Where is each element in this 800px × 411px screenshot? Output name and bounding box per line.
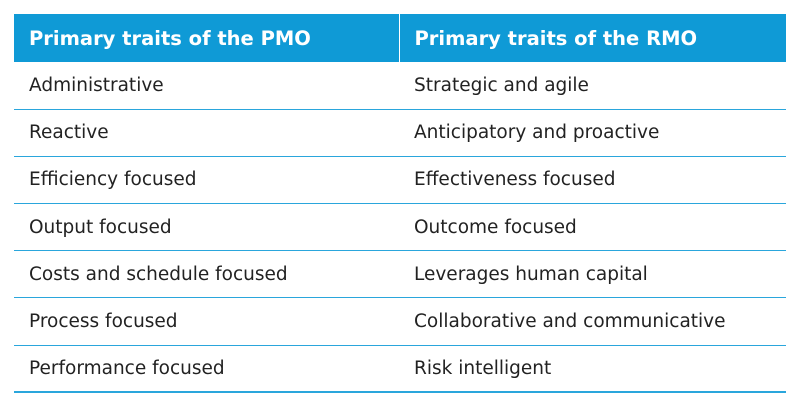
pmo-trait-cell: Costs and schedule focused <box>14 250 399 299</box>
table-row: Costs and schedule focused Leverages hum… <box>14 250 786 299</box>
table-row: Output focused Outcome focused <box>14 203 786 252</box>
rmo-trait-cell: Effectiveness focused <box>399 156 786 205</box>
header-pmo: Primary traits of the PMO <box>14 14 399 62</box>
table-row: Efficiency focused Effectiveness focused <box>14 156 786 205</box>
table-row: Process focused Collaborative and commun… <box>14 297 786 346</box>
rmo-trait-cell: Outcome focused <box>399 203 786 252</box>
rmo-trait-cell: Strategic and agile <box>399 62 786 110</box>
table-row: Performance focused Risk intelligent <box>14 345 786 394</box>
table-row: Administrative Strategic and agile <box>14 62 786 110</box>
rmo-trait-cell: Leverages human capital <box>399 250 786 299</box>
header-row: Primary traits of the PMO Primary traits… <box>14 14 786 62</box>
pmo-rmo-comparison-table: Primary traits of the PMO Primary traits… <box>14 14 786 394</box>
header-rmo: Primary traits of the RMO <box>398 14 786 62</box>
rmo-trait-cell: Anticipatory and proactive <box>399 109 786 157</box>
table-header: Primary traits of the PMO Primary traits… <box>14 14 786 62</box>
pmo-trait-cell: Process focused <box>14 297 399 346</box>
pmo-trait-cell: Efficiency focused <box>14 156 399 205</box>
table-body: Administrative Strategic and agile React… <box>14 62 786 394</box>
table-row: Reactive Anticipatory and proactive <box>14 109 786 157</box>
pmo-trait-cell: Performance focused <box>14 345 399 394</box>
rmo-trait-cell: Risk intelligent <box>399 345 786 394</box>
pmo-trait-cell: Administrative <box>14 62 399 110</box>
comparison-table-container: Primary traits of the PMO Primary traits… <box>14 14 786 394</box>
rmo-trait-cell: Collaborative and communicative <box>399 297 786 346</box>
pmo-trait-cell: Output focused <box>14 203 399 252</box>
pmo-trait-cell: Reactive <box>14 109 399 157</box>
